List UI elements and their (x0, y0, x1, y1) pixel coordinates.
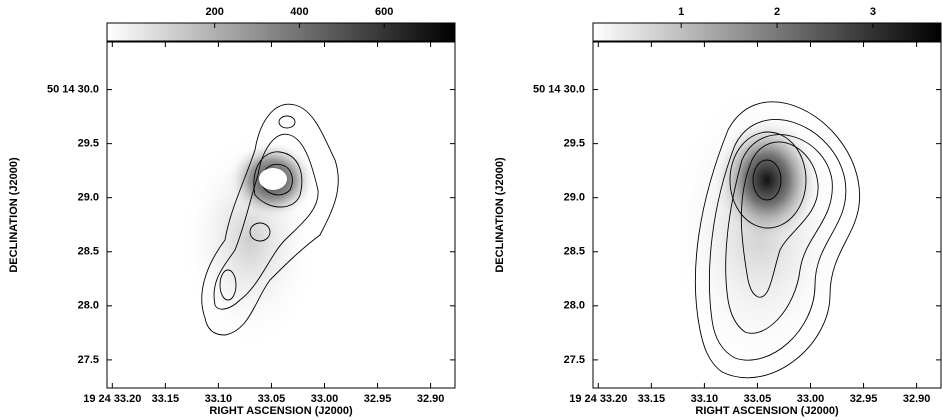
y-tick-label: 29.5 (78, 138, 99, 150)
x-tick-label: 33.05 (258, 393, 286, 405)
y-tick-label: 27.5 (78, 354, 99, 366)
y-tick-label: 28.0 (78, 300, 99, 312)
left-image (180, 103, 339, 350)
x-tick-label: 33.00 (311, 393, 339, 405)
colorbar-tick-label: 3 (870, 6, 876, 18)
colorbar-tick-label: 1 (678, 6, 684, 18)
y-axis-label: DECLINATION (J2000) (494, 157, 506, 273)
y-tick-label: 27.5 (564, 354, 585, 366)
y-tick-label: 29.0 (78, 192, 99, 204)
x-tick-label: 33.10 (205, 393, 233, 405)
colorbar-tick-label: 400 (290, 6, 308, 18)
y-axis-label: DECLINATION (J2000) (8, 157, 20, 273)
x-tick-label: 33.05 (744, 393, 772, 405)
colorbar-tick-label: 2 (774, 6, 780, 18)
x-axis-label: RIGHT ASCENSION (J2000) (209, 405, 353, 417)
y-tick-label: 28.0 (564, 300, 585, 312)
x-tick-label: 32.90 (417, 393, 445, 405)
y-tick-label: 28.5 (78, 246, 99, 258)
y-tick-label: 50 14 30.0 (533, 83, 585, 95)
x-tick-label: 19 24 33.20 (83, 393, 141, 405)
x-axis-label: RIGHT ASCENSION (J2000) (695, 405, 839, 417)
y-tick-label: 29.0 (564, 192, 585, 204)
y-tick-label: 50 14 30.0 (47, 83, 99, 95)
plot-frame (592, 41, 942, 389)
right-image (670, 80, 860, 380)
x-tick-label: 19 24 33.20 (569, 393, 627, 405)
x-tick-label: 33.00 (797, 393, 825, 405)
plot-frame (106, 41, 456, 389)
x-tick-label: 32.95 (850, 393, 878, 405)
y-tick-label: 29.5 (564, 138, 585, 150)
x-tick-label: 32.90 (903, 393, 931, 405)
x-tick-label: 33.15 (638, 393, 666, 405)
colorbar-tick-label: 200 (205, 6, 223, 18)
colorbar-tick-label: 600 (375, 6, 393, 18)
colorbar (106, 22, 456, 42)
x-tick-label: 32.95 (364, 393, 392, 405)
x-tick-label: 33.15 (152, 393, 180, 405)
x-tick-label: 33.10 (691, 393, 719, 405)
y-tick-label: 28.5 (564, 246, 585, 258)
colorbar (592, 22, 942, 42)
